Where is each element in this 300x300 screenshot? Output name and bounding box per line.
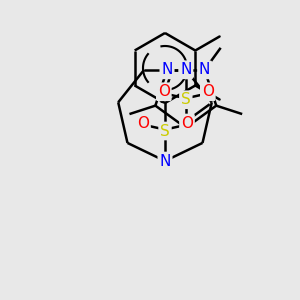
Text: O: O — [158, 84, 170, 99]
Text: N: N — [199, 62, 210, 77]
Text: O: O — [181, 116, 193, 130]
Text: O: O — [137, 116, 149, 130]
Text: N: N — [180, 62, 191, 77]
Text: S: S — [181, 92, 191, 107]
Text: O: O — [202, 84, 214, 99]
Text: S: S — [160, 124, 170, 139]
Text: N: N — [159, 154, 171, 169]
Text: N: N — [161, 62, 173, 77]
